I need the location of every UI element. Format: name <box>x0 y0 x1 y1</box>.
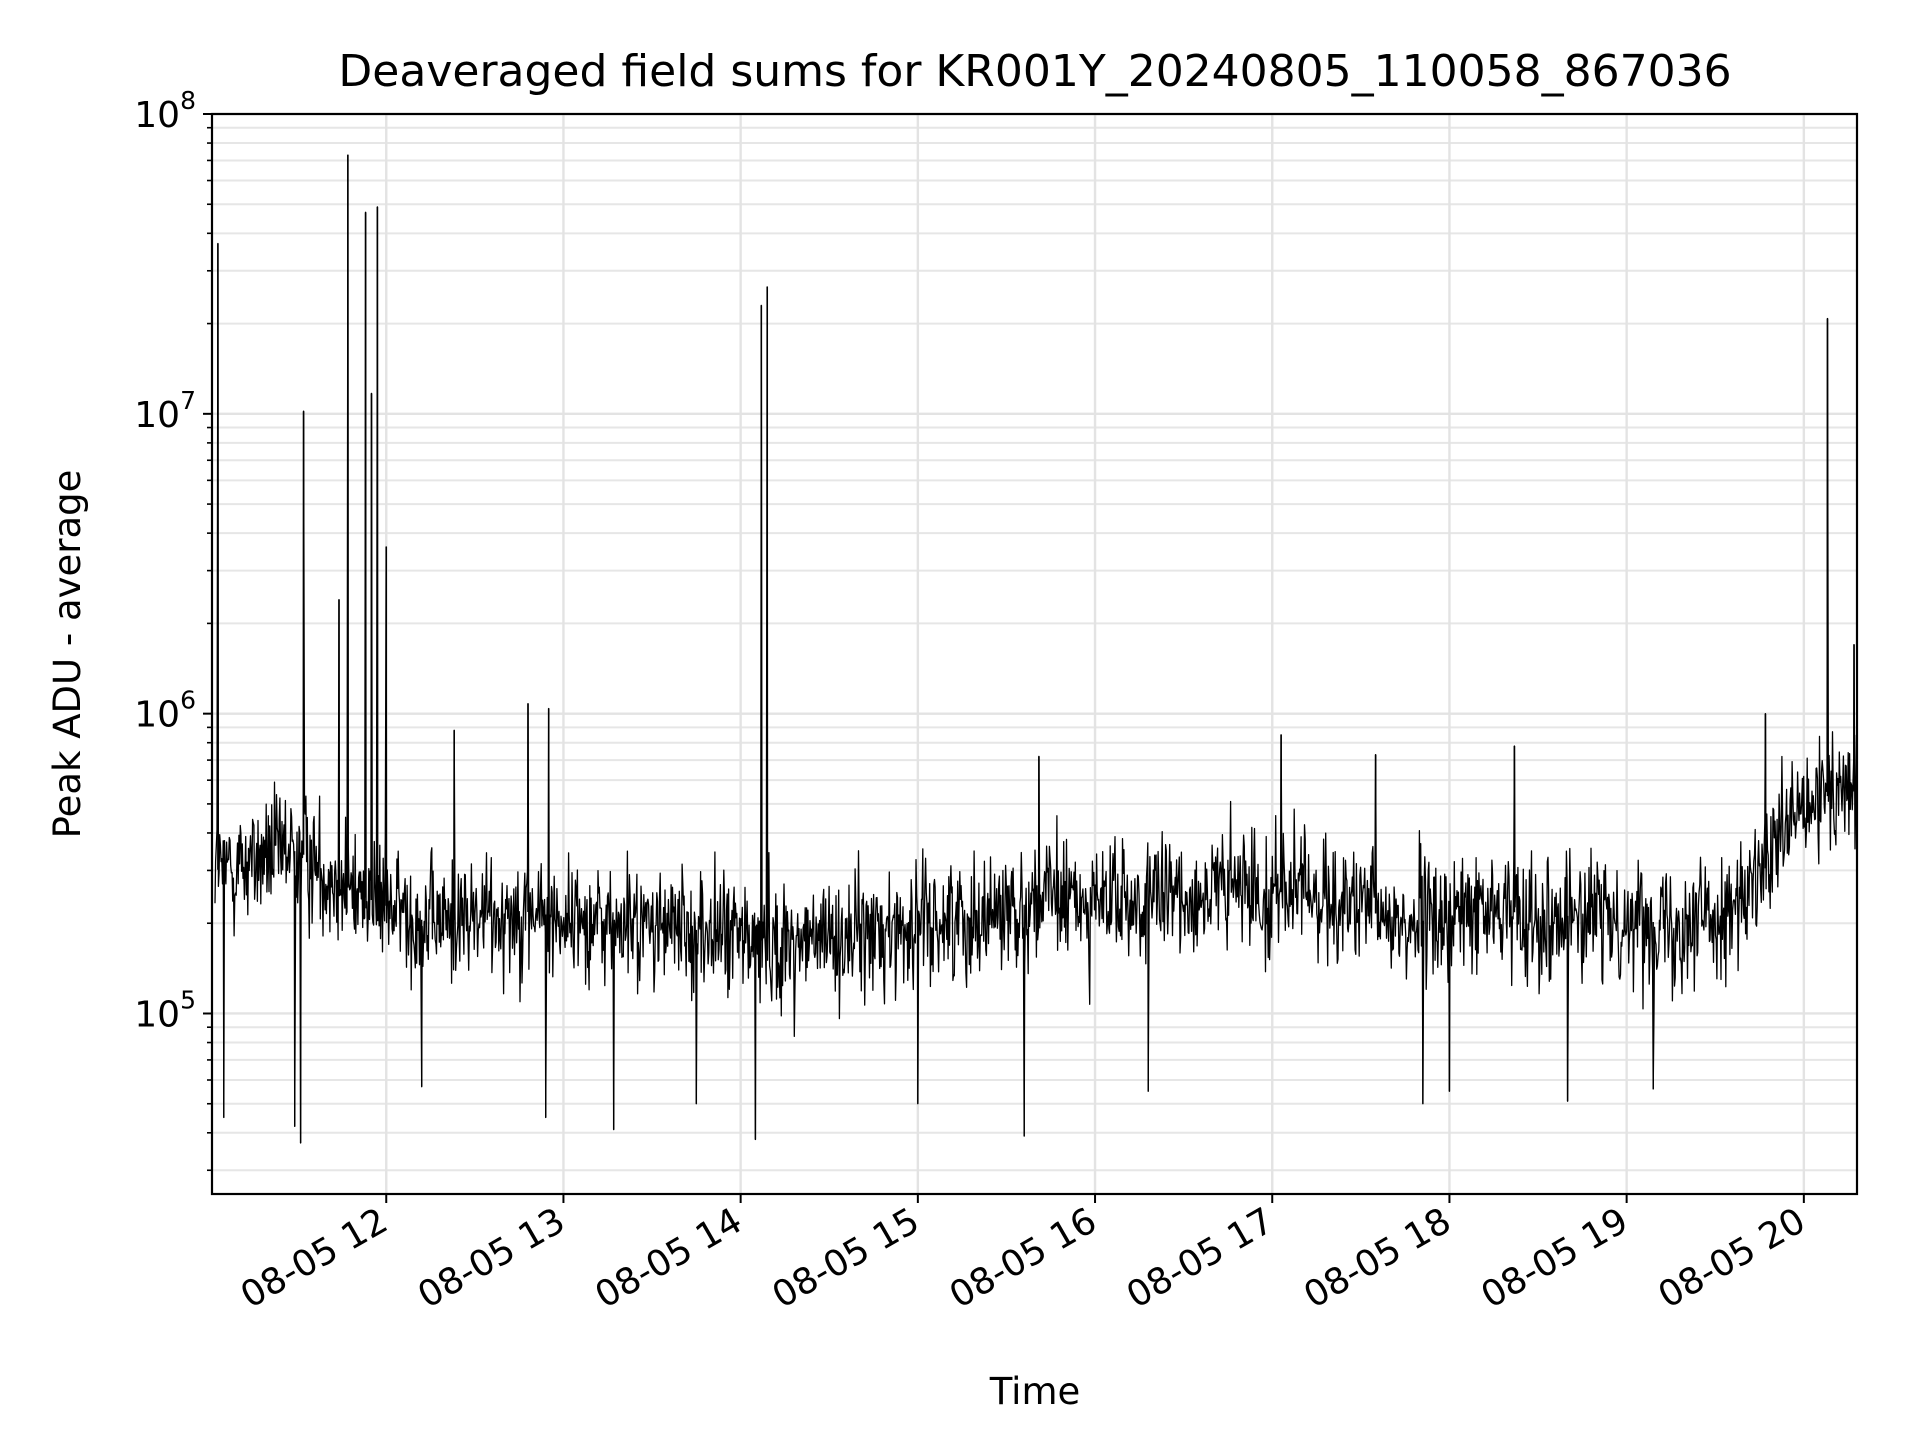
y-axis: 105 106 107 108 <box>134 86 212 1172</box>
minor-grid <box>212 126 1857 1172</box>
y-tick-label: 107 <box>134 386 196 436</box>
y-axis-label: Peak ADU - average <box>46 470 89 839</box>
series-line <box>214 154 1858 1144</box>
plot-frame <box>210 112 1859 1196</box>
y-tick-label: 105 <box>134 985 196 1035</box>
y-tick-label: 108 <box>134 86 196 136</box>
x-axis-label: Time <box>989 1370 1081 1413</box>
y-tick-label: 106 <box>134 686 196 736</box>
chart-title: Deaveraged field sums for KR001Y_2024080… <box>338 46 1731 97</box>
series-path <box>214 154 1858 1144</box>
